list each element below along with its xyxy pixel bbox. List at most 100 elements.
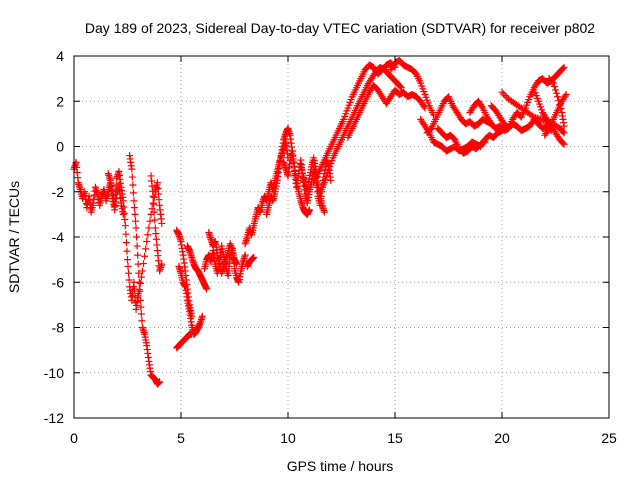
y-tick-label: -8 xyxy=(52,320,65,336)
data-point xyxy=(203,285,211,293)
data-point xyxy=(122,239,130,247)
data-point xyxy=(198,312,206,320)
data-point xyxy=(142,245,150,253)
data-point xyxy=(145,224,153,232)
data-point xyxy=(158,260,166,268)
data-points xyxy=(70,57,570,388)
data-point xyxy=(233,260,241,268)
x-axis-label: GPS time / hours xyxy=(287,458,394,474)
data-point xyxy=(320,179,328,187)
data-point xyxy=(136,296,144,304)
data-series xyxy=(434,124,489,157)
data-point xyxy=(560,122,568,130)
data-point xyxy=(135,286,143,294)
data-series xyxy=(316,63,405,196)
data-point xyxy=(134,292,142,300)
data-series xyxy=(173,330,196,352)
data-point xyxy=(500,90,508,98)
data-series xyxy=(387,57,438,119)
data-point xyxy=(132,217,140,225)
data-point xyxy=(111,195,119,203)
data-point xyxy=(158,219,166,227)
data-point xyxy=(135,278,143,286)
data-point xyxy=(548,78,556,86)
data-point xyxy=(478,102,486,110)
data-series xyxy=(173,226,196,320)
data-series xyxy=(241,138,292,248)
axis-ticks: 0 5 10 15 20 25 -12 -10 -8 -6 -4 -2 0 2 4 xyxy=(44,48,617,446)
data-point xyxy=(544,126,552,134)
data-point xyxy=(138,267,146,275)
data-series xyxy=(147,172,166,275)
data-point xyxy=(550,83,558,91)
data-point xyxy=(129,189,137,197)
data-point xyxy=(130,197,138,205)
data-point xyxy=(327,176,335,184)
data-point xyxy=(111,201,119,209)
data-point xyxy=(124,256,131,264)
data-point xyxy=(125,269,133,277)
data-series xyxy=(205,228,241,277)
data-point xyxy=(130,204,138,212)
data-point xyxy=(188,330,196,338)
data-point xyxy=(137,303,145,311)
data-point xyxy=(556,101,564,109)
data-point xyxy=(560,129,568,137)
data-point xyxy=(120,209,128,217)
data-point xyxy=(498,88,506,96)
x-tick-label: 5 xyxy=(177,430,185,446)
data-series xyxy=(243,253,258,270)
data-series xyxy=(183,242,211,293)
data-point xyxy=(150,200,158,208)
data-point xyxy=(554,93,562,101)
data-series xyxy=(545,75,568,130)
data-point xyxy=(141,252,149,260)
data-point xyxy=(559,139,567,147)
y-tick-label: 2 xyxy=(56,93,64,109)
data-point xyxy=(323,172,331,180)
data-point xyxy=(129,181,137,189)
data-point xyxy=(143,238,151,246)
data-point xyxy=(557,105,565,113)
data-point xyxy=(137,273,145,281)
x-tick-label: 15 xyxy=(387,430,403,446)
data-point xyxy=(128,165,136,173)
data-point xyxy=(501,92,509,100)
data-point xyxy=(146,217,154,225)
y-tick-label: -12 xyxy=(44,410,64,426)
data-point xyxy=(122,230,130,238)
y-tick-label: -2 xyxy=(52,184,65,200)
data-point xyxy=(559,64,567,72)
data-point xyxy=(481,138,489,146)
data-series xyxy=(541,90,570,139)
x-tick-label: 20 xyxy=(494,430,510,446)
data-point xyxy=(549,79,557,87)
data-point xyxy=(561,92,569,100)
data-point xyxy=(112,188,120,196)
y-axis-label: SDTVAR / TECUs xyxy=(6,181,22,293)
data-point xyxy=(119,197,127,205)
data-series xyxy=(175,262,206,338)
data-point xyxy=(324,169,332,177)
data-point xyxy=(151,216,159,224)
data-point xyxy=(150,208,158,216)
data-point xyxy=(133,242,141,250)
data-point xyxy=(136,279,144,287)
data-point xyxy=(553,89,561,97)
data-point xyxy=(156,378,164,386)
data-point xyxy=(396,83,404,91)
data-point xyxy=(321,175,329,183)
x-tick-label: 0 xyxy=(70,430,78,446)
data-point xyxy=(149,192,157,200)
data-point xyxy=(120,203,128,211)
data-series xyxy=(104,167,142,313)
x-tick-label: 25 xyxy=(601,430,617,446)
data-series xyxy=(344,81,429,141)
data-point xyxy=(552,86,559,94)
data-point xyxy=(241,251,249,259)
data-point xyxy=(135,269,143,277)
data-point xyxy=(124,262,132,270)
y-tick-label: -10 xyxy=(44,365,64,381)
data-point xyxy=(121,215,129,223)
